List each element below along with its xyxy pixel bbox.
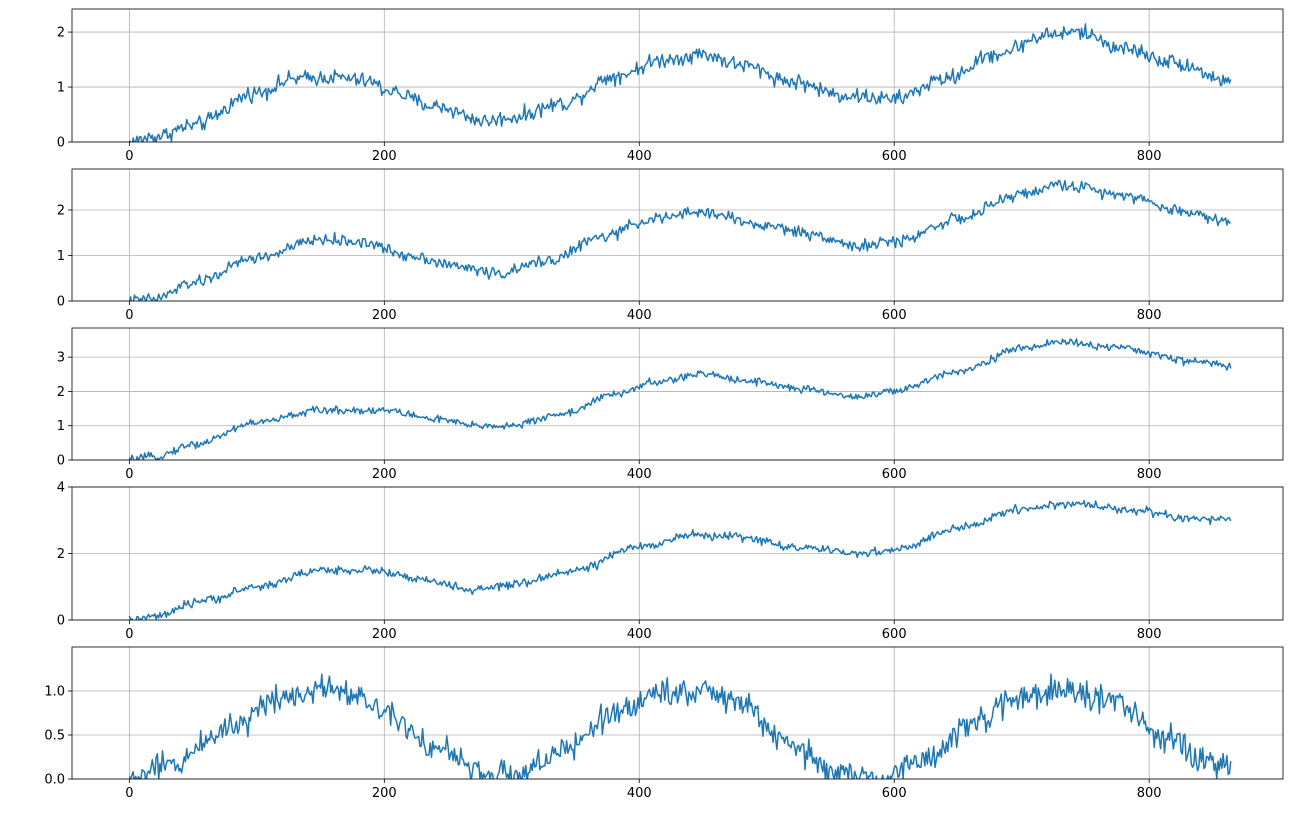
series-line	[128, 23, 1232, 142]
plot-area	[72, 9, 1283, 142]
x-tick-label: 800	[1137, 467, 1162, 482]
series-line	[129, 179, 1231, 301]
x-tick-label: 200	[372, 786, 397, 801]
x-tick-label: 800	[1137, 786, 1162, 801]
y-tick-label: 0.0	[44, 773, 65, 788]
x-tick-label: 200	[372, 149, 397, 164]
series-line	[128, 499, 1232, 620]
x-tick-label: 800	[1137, 308, 1162, 323]
y-tick-label: 0	[57, 614, 65, 629]
x-tick-label: 600	[882, 627, 907, 642]
x-tick-label: 400	[627, 467, 652, 482]
x-tick-label: 0	[125, 467, 133, 482]
x-tick-label: 600	[882, 786, 907, 801]
x-tick-label: 0	[125, 149, 133, 164]
series-line	[128, 673, 1232, 779]
y-tick-label: 2	[57, 203, 65, 218]
y-tick-label: 2	[57, 26, 65, 41]
plot-area	[72, 328, 1283, 460]
x-tick-label: 200	[372, 467, 397, 482]
x-tick-label: 400	[627, 786, 652, 801]
axes-frame	[71, 327, 1284, 461]
axes-frame	[71, 168, 1284, 302]
y-tick-label: 1.0	[44, 685, 65, 700]
x-tick-label: 0	[125, 786, 133, 801]
x-tick-label: 200	[372, 308, 397, 323]
x-tick-label: 400	[627, 149, 652, 164]
x-tick-label: 0	[125, 308, 133, 323]
y-tick-label: 3	[57, 351, 65, 366]
y-tick-label: 0	[57, 454, 65, 469]
y-tick-label: 0.5	[44, 729, 65, 744]
y-tick-label: 1	[57, 249, 65, 264]
y-tick-label: 1	[57, 419, 65, 434]
x-tick-label: 0	[125, 627, 133, 642]
plot-area	[72, 647, 1283, 779]
y-tick-label: 0	[57, 295, 65, 310]
y-tick-label: 1	[57, 81, 65, 96]
x-tick-label: 600	[882, 308, 907, 323]
x-tick-label: 800	[1137, 149, 1162, 164]
x-tick-label: 800	[1137, 627, 1162, 642]
x-tick-label: 600	[882, 467, 907, 482]
subplot-3: 0 200 400 600 800 0 1 2 3	[57, 327, 1284, 482]
x-tick-label: 600	[882, 149, 907, 164]
subplot-2: 0 200 400 600 800 0 1 2	[57, 168, 1284, 323]
subplot-4: 0 200 400 600 800 0 2 4	[57, 481, 1284, 642]
y-tick-label: 4	[57, 481, 65, 496]
x-tick-label: 400	[627, 627, 652, 642]
plot-area	[72, 169, 1283, 301]
subplot-5: 0 200 400 600 800 0.0 0.5 1.0	[44, 646, 1284, 801]
axes-frame	[71, 646, 1284, 780]
x-tick-label: 200	[372, 627, 397, 642]
subplot-1: 0 200 400 600 800 0 1 2	[57, 8, 1284, 164]
y-tick-label: 2	[57, 547, 65, 562]
axes-frame	[71, 8, 1284, 143]
y-tick-label: 0	[57, 136, 65, 151]
y-tick-label: 2	[57, 385, 65, 400]
series-line	[128, 338, 1232, 460]
x-tick-label: 400	[627, 308, 652, 323]
